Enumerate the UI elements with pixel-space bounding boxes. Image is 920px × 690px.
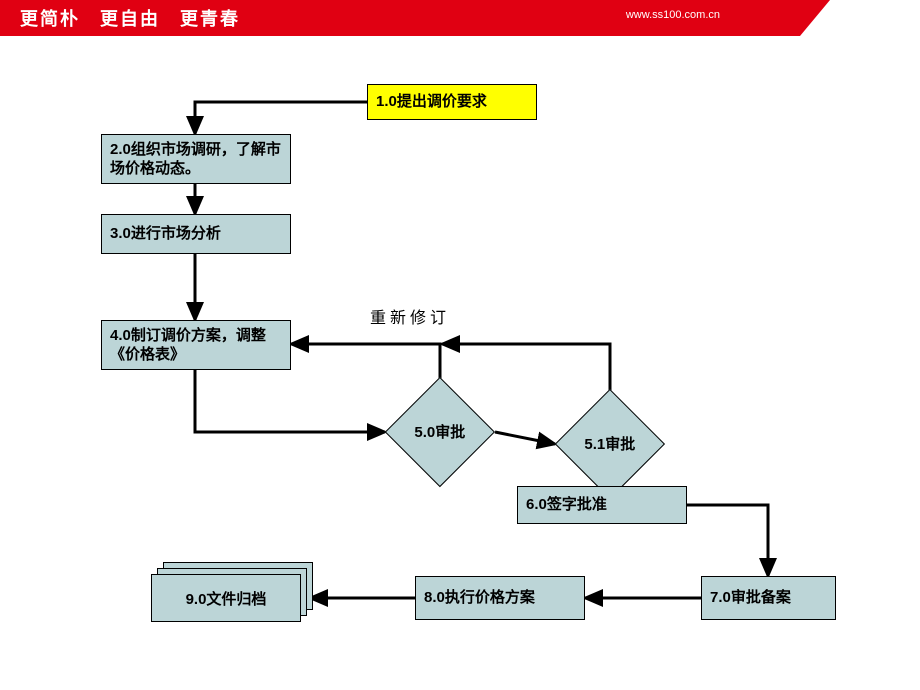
node-n8: 8.0执行价格方案 [415, 576, 585, 620]
edge-label-n5-n4: 重新修订 [370, 304, 450, 328]
node-n9: 9.0文件归档 [151, 574, 301, 622]
node-n7: 7.0审批备案 [701, 576, 836, 620]
node-n6: 6.0签字批准 [517, 486, 687, 524]
edge-n1-n2 [195, 102, 367, 134]
edge-n5-n4 [291, 344, 440, 401]
node-n1: 1.0提出调价要求 [367, 84, 537, 120]
edge-n5-n51 [495, 432, 555, 444]
flowchart-canvas: 1.0提出调价要求 2.0组织市场调研，了解市场价格动态。 3.0进行市场分析 4.0… [0, 36, 920, 690]
slide-header: 更简朴 更自由 更青春 www.ss100.com.cn [0, 0, 920, 36]
edge-n6-n7 [687, 505, 768, 576]
edge-n4-n5 [195, 370, 385, 432]
header-corner-cut [800, 0, 920, 36]
node-n4: 4.0制订调价方案，调整《价格表》 [101, 320, 291, 370]
header-url: www.ss100.com.cn [626, 9, 720, 21]
node-n3: 3.0进行市场分析 [101, 214, 291, 254]
header-slogan: 更简朴 更自由 更青春 [20, 5, 240, 31]
node-n51: 5.1审批 [555, 389, 665, 499]
node-n5: 5.0审批 [385, 377, 495, 487]
node-n2: 2.0组织市场调研，了解市场价格动态。 [101, 134, 291, 184]
edge-n51-n4_via5 [442, 344, 610, 413]
